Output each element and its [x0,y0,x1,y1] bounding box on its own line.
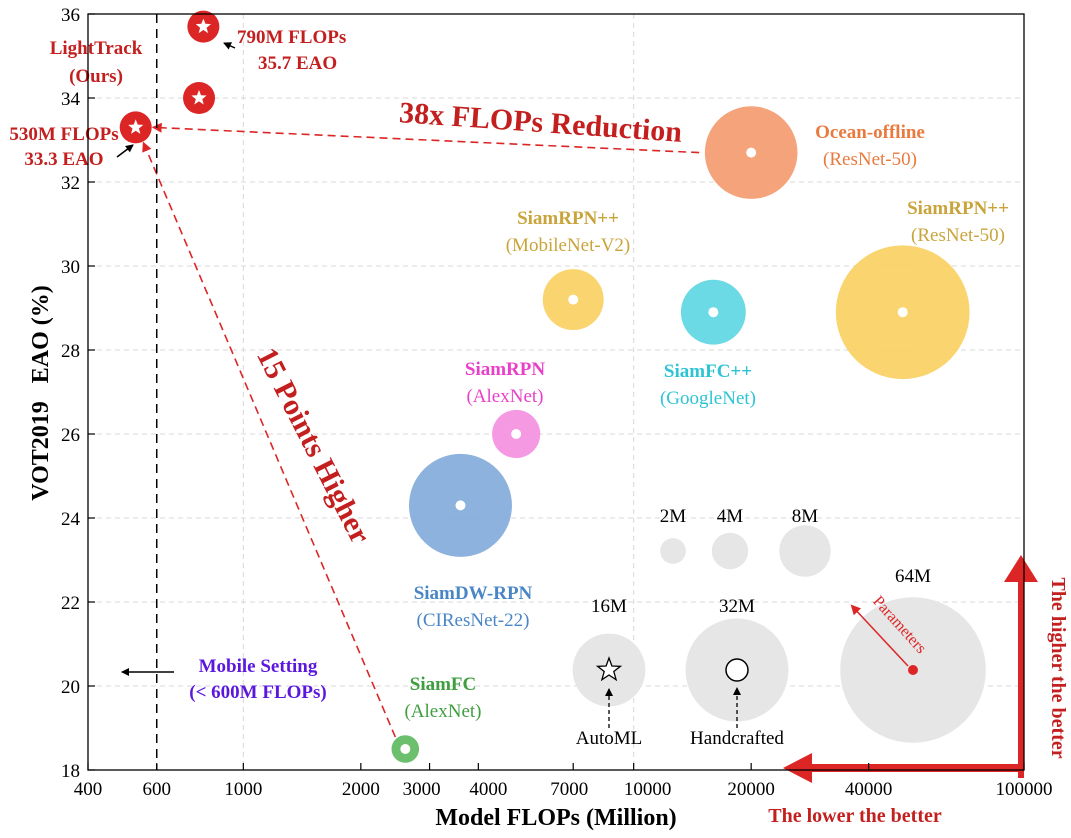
model-name-label: SiamFC++ [664,361,752,382]
x-tick-label: 20000 [727,779,775,800]
model-name-label: Ocean-offline [815,122,925,143]
size-legend-bubble [711,532,749,570]
star-icon [128,119,144,134]
flops-label-790: 790M FLOPs [237,27,346,48]
backbone-label: (ResNet-50) [823,149,917,170]
backbone-label: (CIResNet-22) [417,610,530,631]
x-tick-label: 3000 [403,779,441,800]
size-legend-bubble [660,538,686,564]
bubble-center [511,429,522,439]
x-tick-label: 1000 [224,779,262,800]
model-name-label: SiamRPN++ [907,198,1009,219]
star-icon [195,18,211,34]
bubble-center [708,307,719,318]
grid [88,14,1024,770]
size-legend-bubble [779,525,831,577]
model-name-label: SiamRPN [465,359,546,380]
eao-label-530: 33.3 EAO [24,149,103,170]
y-tick-label: 18 [61,761,80,782]
automl-star-icon [595,656,623,682]
x-tick-label: 7000 [550,779,588,800]
backbone-label: (AlexNet) [404,701,481,722]
parameters-center-dot [908,665,918,675]
bubble-center [568,294,579,305]
y-tick-label: 28 [61,341,80,362]
model-name-label: SiamDW-RPN [414,583,533,604]
y-tick-label: 34 [61,89,81,110]
y-tick-label: 22 [61,593,80,614]
x-tick-label: 100000 [996,779,1053,800]
lighttrack-name-label: LightTrack [50,38,143,59]
bubbles [119,10,970,763]
x-tick-label: 4000 [469,779,507,800]
automl-label: AutoML [576,728,643,749]
mobile-setting-sub-label: (< 600M FLOPs) [189,682,326,703]
flops-reduction-arrow [151,122,700,154]
backbone-label: (MobileNet-V2) [506,235,631,256]
parameters-radius-arrow [850,604,909,667]
handcrafted-circle-icon [725,658,749,682]
size-legend-label: 2M [660,506,687,527]
size-legend-label: 4M [717,506,744,527]
y-tick-label: 30 [61,257,80,278]
x-tick-label: 40000 [845,779,893,800]
y-tick-label: 24 [61,509,81,530]
mobile-setting-label: Mobile Setting [199,656,318,677]
backbone-label: (ResNet-50) [911,225,1005,246]
model-name-label: SiamRPN++ [517,208,619,229]
x-tick-label: 400 [74,779,103,800]
size-legend-label: 8M [792,506,819,527]
lower-better-arrow [783,753,1024,783]
star-icon [191,90,207,105]
x-tick-label: 10000 [624,779,672,800]
backbone-label: (GoogleNet) [660,388,756,409]
higher-better-arrow [1004,555,1038,778]
flops-label-530: 530M FLOPs [9,124,118,145]
pointer-arrow [116,144,134,158]
y-tick-label: 32 [61,173,80,194]
x-axis-label: Model FLOPs (Million) [435,805,676,831]
x-tick-label: 600 [142,779,171,800]
higher-better-label: The higher the better [1047,577,1069,758]
size-legend-label: 64M [895,566,931,587]
pointer-arrow [223,42,236,50]
points-higher-arrow [142,141,397,738]
lighttrack-ours-label: (Ours) [69,66,123,87]
size-legend-label: 32M [719,596,755,617]
bubble-center [746,147,757,158]
axes: 18 20 22 24 26 28 30 32 34 36 400 600 1000 2000 3000 40… [28,5,1053,831]
flops-reduction-label: 38x FLOPs Reduction [398,96,683,149]
y-axis-label: VOT2019 EAO (%) [28,285,54,501]
plot-frame [87,13,1025,771]
lower-better-label: The lower the better [768,805,942,827]
bubble-center [400,744,411,754]
eao-label-790: 35.7 EAO [258,53,337,74]
y-tick-label: 26 [61,425,80,446]
x-tick-label: 2000 [342,779,380,800]
size-legend-label: 16M [591,596,627,617]
bubble-center [455,500,466,511]
y-tick-label: 36 [61,5,80,26]
model-name-label: SiamFC [410,674,477,695]
backbone-label: (AlexNet) [466,386,543,407]
handcrafted-label: Handcrafted [690,728,784,749]
bubble-center [897,307,908,318]
y-tick-label: 20 [61,677,80,698]
